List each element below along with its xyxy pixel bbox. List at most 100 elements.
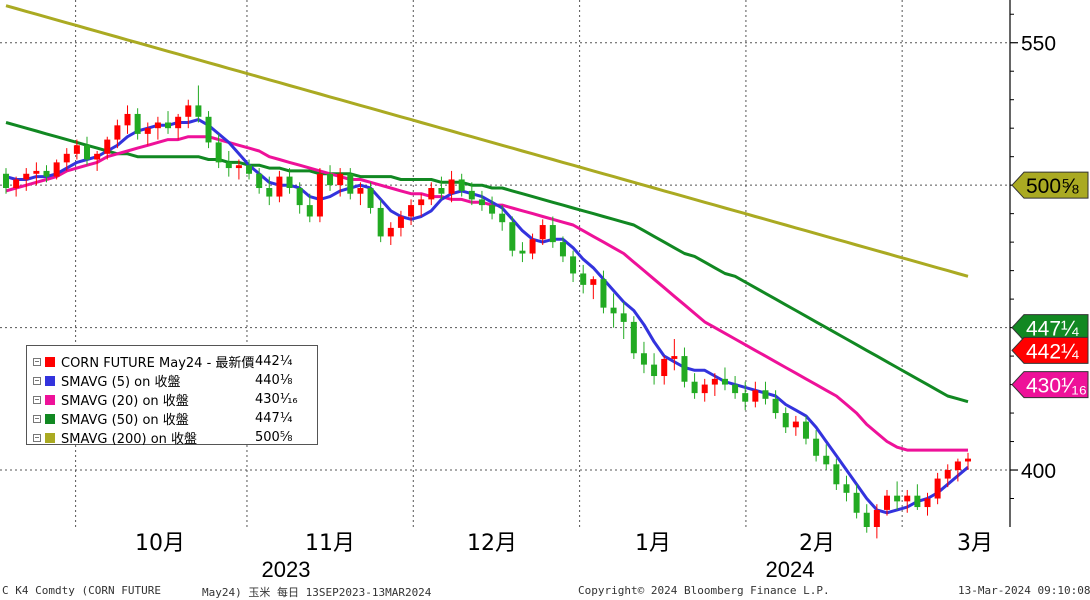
candle-body xyxy=(610,307,617,314)
candle-body xyxy=(944,470,951,479)
candle-body xyxy=(802,421,809,439)
candle-body xyxy=(195,105,202,117)
collapse-toggle-icon[interactable] xyxy=(33,357,41,366)
candle-body xyxy=(620,313,627,322)
candle-body xyxy=(661,358,668,377)
candle-body xyxy=(418,199,425,206)
candle-body xyxy=(489,205,496,214)
candle-body xyxy=(347,173,354,194)
candle-body xyxy=(428,188,435,200)
candle-body xyxy=(175,116,182,129)
candle-body xyxy=(286,176,293,189)
candle-body xyxy=(833,464,840,485)
candle-body xyxy=(559,242,566,257)
candle-body xyxy=(792,421,799,428)
legend-item[interactable]: SMAVG (5) on 收盤 440⅛ xyxy=(33,371,311,390)
candle-body xyxy=(965,458,971,462)
year-label: 2024 xyxy=(766,557,815,582)
collapse-toggle-icon[interactable] xyxy=(33,395,41,404)
candle-body xyxy=(448,179,455,194)
candle-body xyxy=(165,122,172,129)
collapse-toggle-icon[interactable] xyxy=(33,433,41,442)
legend-swatch xyxy=(45,394,55,405)
candle-body xyxy=(185,105,192,117)
candle-body xyxy=(691,381,698,394)
candle-body xyxy=(499,213,506,223)
candle-body xyxy=(721,378,728,385)
legend-item[interactable]: SMAVG (200) on 收盤 500⅝ xyxy=(33,428,311,447)
candle-body xyxy=(13,179,20,189)
price-badge xyxy=(1011,171,1089,199)
candle-body xyxy=(924,498,931,508)
legend-label: SMAVG (50) on 收盤 xyxy=(61,413,189,428)
legend-swatch xyxy=(45,432,55,443)
candle-body xyxy=(53,162,60,177)
candle-body xyxy=(651,364,658,377)
candle-body xyxy=(306,205,313,217)
candle-body xyxy=(256,173,263,189)
legend-value: 440⅛ xyxy=(255,373,293,388)
candle-body xyxy=(377,207,384,237)
legend-swatch xyxy=(45,375,55,386)
legend-label: SMAVG (5) on 收盤 xyxy=(61,375,181,390)
month-label: 12月 xyxy=(467,531,517,556)
legend-value: 500⅝ xyxy=(255,430,293,445)
candle-body xyxy=(266,188,273,197)
grid-lines xyxy=(0,0,1008,527)
candle-body xyxy=(337,173,344,186)
ma-line-2 xyxy=(5,135,968,452)
collapse-toggle-icon[interactable] xyxy=(33,414,41,423)
candle-body xyxy=(357,188,364,194)
candle-body xyxy=(114,125,121,140)
time-axis: 10月 11月 12月 1月 2月 3月 2023 2024 xyxy=(135,531,993,582)
candle-body xyxy=(772,398,779,414)
legend-value: 447¼ xyxy=(255,411,293,426)
legend-item[interactable]: SMAVG (20) on 收盤 430¹⁄₁₆ xyxy=(33,390,311,409)
legend-item[interactable]: CORN FUTURE May24 - 最新價 442¼ xyxy=(33,352,311,371)
candle-body xyxy=(246,165,253,174)
legend-swatch xyxy=(45,413,55,424)
candle-body xyxy=(539,225,546,240)
candle-body xyxy=(782,413,789,428)
y-tick-label: 400 xyxy=(1021,460,1056,483)
candle-body xyxy=(276,176,283,197)
candle-body xyxy=(873,509,880,527)
footer-timestamp: 13-Mar-2024 09:10:08 xyxy=(958,584,1090,597)
candle-body xyxy=(894,495,901,502)
candle-body xyxy=(883,495,890,510)
y-tick-label: 550 xyxy=(1021,33,1056,56)
candle-body xyxy=(630,321,637,354)
candle-body xyxy=(813,438,820,456)
legend: CORN FUTURE May24 - 最新價 442¼ SMAVG (5) on … xyxy=(26,345,318,447)
candle-body xyxy=(519,250,526,254)
year-label: 2023 xyxy=(262,557,311,582)
candle-body xyxy=(134,113,141,134)
candle-body xyxy=(154,122,161,129)
candle-body xyxy=(478,199,485,206)
candle-body xyxy=(671,356,678,359)
candle-body xyxy=(549,225,556,243)
candle-body xyxy=(23,173,30,180)
candle-body xyxy=(104,139,111,154)
collapse-toggle-icon[interactable] xyxy=(33,376,41,385)
candle-body xyxy=(640,353,647,365)
legend-item[interactable]: SMAVG (50) on 收盤 447¼ xyxy=(33,409,311,428)
candle-body xyxy=(205,116,212,143)
ma-line-4 xyxy=(5,4,969,278)
candle-body xyxy=(843,484,850,493)
candle-body xyxy=(73,145,80,154)
candle-body xyxy=(914,495,921,508)
price-badge-label: 500⅝ xyxy=(1026,175,1079,198)
legend-swatch xyxy=(45,356,55,367)
candle-body xyxy=(762,390,769,399)
candle-body xyxy=(225,162,232,169)
legend-value: 442¼ xyxy=(255,354,293,369)
candle-body xyxy=(438,188,445,194)
month-label: 3月 xyxy=(957,531,993,556)
candle-body xyxy=(600,279,607,308)
price-badge xyxy=(1011,371,1089,399)
candle-body xyxy=(468,190,475,200)
candle-body xyxy=(823,455,830,465)
candle-body xyxy=(296,188,303,206)
legend-label: SMAVG (20) on 收盤 xyxy=(61,394,189,409)
